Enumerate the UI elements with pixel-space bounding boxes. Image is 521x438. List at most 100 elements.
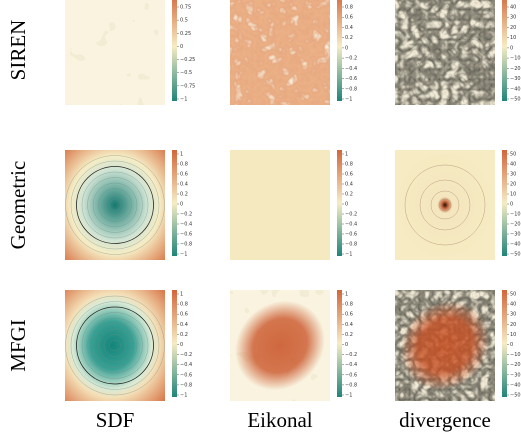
colorbar-tick-label: 0.6 (180, 172, 188, 178)
row-label: MFGI (6, 319, 30, 372)
colorbar-tick-label: 0.2 (180, 332, 188, 338)
contour (438, 198, 452, 212)
colorbar-tick-label: −0.4 (345, 362, 357, 368)
colorbar-tick-label: −10 (510, 352, 521, 358)
colorbar (337, 150, 342, 256)
contour (87, 177, 143, 233)
colorbar (502, 290, 507, 397)
colorbar-tick-label: 0 (510, 202, 513, 208)
contour (404, 164, 486, 246)
colorbar-tick-label: 0.4 (345, 182, 353, 188)
colorbar-tick-label: 50 (510, 152, 516, 158)
colorbar-tick-label: 0.25 (180, 31, 191, 37)
contour (419, 179, 471, 231)
colorbar-tick-label: −30 (510, 372, 521, 378)
colorbar-tick-label: −0.25 (180, 57, 195, 63)
colorbar-tick-label: 0.4 (180, 322, 188, 328)
contour (103, 193, 127, 217)
colorbar-tick-label: −0.8 (180, 382, 192, 388)
colorbar-tick-label: −10 (510, 212, 521, 218)
colorbar-tick-label: 0.6 (180, 312, 188, 318)
colorbar-tick-label: 0.8 (180, 302, 188, 308)
colorbar-tick-label: 0.5 (180, 18, 188, 24)
colorbar-tick-label: −0.8 (345, 382, 357, 388)
column-label: Eikonal (247, 408, 312, 432)
field (65, 290, 165, 401)
panel-image (395, 150, 495, 260)
contour (430, 190, 460, 220)
colorbar-tick-label: 1 (180, 152, 183, 158)
colorbar-tick-label: 40 (510, 302, 516, 308)
colorbar-tick-label: 50 (510, 292, 516, 298)
colorbar-tick-label: −0.8 (180, 242, 192, 248)
colorbar-tick-label: −20 (510, 66, 521, 72)
colorbar-tick-label: 30 (510, 15, 516, 21)
colorbar-tick-label: −0.6 (345, 372, 357, 378)
contour (81, 312, 149, 379)
colorbar-tick-label: −0.2 (180, 352, 192, 358)
colorbar-tick-label: −1 (345, 97, 352, 103)
row-label: Geometric (6, 161, 30, 250)
colorbar-tick-label: 0 (180, 202, 183, 208)
colorbar (337, 0, 342, 101)
colorbar-tick-label: −1 (345, 393, 352, 399)
field (230, 150, 330, 260)
colorbar-tick-label: 40 (510, 5, 516, 11)
colorbar-tick-label: 0.6 (345, 312, 353, 318)
texture (65, 0, 165, 105)
colorbar (172, 150, 177, 256)
contour (109, 199, 121, 211)
contour (98, 188, 132, 222)
colorbar-tick-label: 0.8 (345, 302, 353, 308)
colorbar-tick-label: −0.6 (345, 232, 357, 238)
colorbar-tick-label: 0 (345, 342, 348, 348)
colorbar-tick-label: 0.2 (345, 332, 353, 338)
colorbar-tick-label: −0.4 (345, 66, 357, 72)
contour (70, 160, 160, 250)
panel-image (381, 282, 509, 409)
contour (92, 182, 138, 228)
colorbar-tick-label: 1 (180, 292, 183, 298)
texture (395, 0, 495, 105)
colorbar-tick-label: 0 (345, 202, 348, 208)
colorbar-tick-label: 0.2 (180, 192, 188, 198)
colorbar-tick-label: 0.8 (345, 162, 353, 168)
row-label: SIREN (6, 20, 30, 81)
colorbar-tick-label: 0.2 (345, 35, 353, 41)
colorbar-tick-label: −0.2 (180, 212, 192, 218)
colorbar-tick-label: 0.2 (345, 192, 353, 198)
colorbar-tick-label: −0.8 (345, 86, 357, 92)
contour (103, 334, 127, 357)
colorbar-tick-label: −0.6 (180, 232, 192, 238)
colorbar-tick-label: −50 (510, 393, 521, 399)
contour (92, 323, 138, 368)
colorbar-tick-label: −0.8 (345, 242, 357, 248)
contour (70, 301, 160, 390)
colorbar-tick-label: −0.2 (345, 212, 357, 218)
colorbar-tick-label: −0.4 (180, 362, 192, 368)
colorbar-tick-label: 1 (345, 292, 348, 298)
colorbar-tick-label: −40 (510, 382, 521, 388)
panel-image (230, 0, 330, 105)
panel-image (230, 150, 330, 260)
colorbar (502, 150, 507, 256)
colorbar-tick-label: 0 (510, 342, 513, 348)
panel-image (216, 282, 344, 409)
colorbar-tick-label: −10 (510, 56, 521, 62)
colorbar-tick-label: −0.6 (180, 372, 192, 378)
colorbar-tick-label: 40 (510, 162, 516, 168)
colorbar-tick-label: −0.2 (345, 352, 357, 358)
texture (230, 0, 330, 105)
colorbar-tick-label: −0.75 (180, 83, 195, 89)
colorbar-tick-label: −1 (180, 97, 187, 103)
overlay (381, 282, 509, 409)
field (395, 150, 495, 260)
colorbar-tick-label: 20 (510, 182, 516, 188)
column-label: SDF (96, 408, 135, 432)
colorbar-tick-label: −30 (510, 232, 521, 238)
colorbar-tick-label: −30 (510, 76, 521, 82)
overlay (216, 282, 344, 409)
colorbar-tick-label: 0 (180, 342, 183, 348)
colorbar-tick-label: 1 (345, 152, 348, 158)
